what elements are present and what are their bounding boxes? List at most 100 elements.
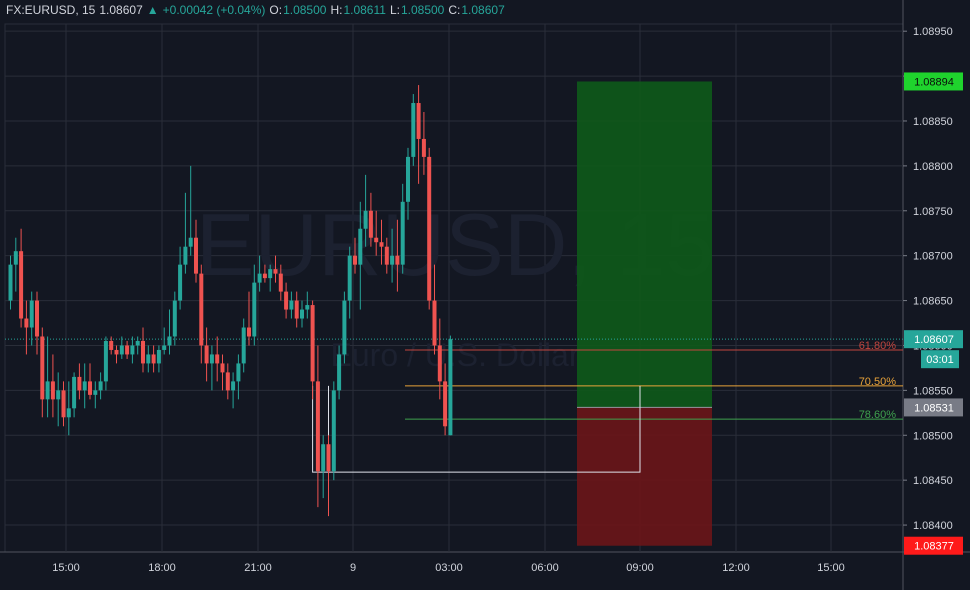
y-tick-label: 1.08550 [913, 385, 953, 397]
symbol-label[interactable]: FX:EURUSD, 15 [6, 3, 96, 17]
candle-body [236, 363, 241, 382]
candle-body [35, 300, 39, 337]
candle-down [315, 345, 320, 508]
candle-body [278, 273, 283, 292]
close-value: 1.08607 [461, 3, 505, 17]
candle-body [427, 156, 432, 301]
candle-down [427, 147, 432, 310]
candle-body [416, 103, 421, 139]
candle-body [125, 345, 130, 355]
watermark-subtitle: Euro / U.S. Dollar [331, 337, 580, 373]
candle-up [98, 372, 103, 400]
fib-level-label: 70.50% [859, 376, 897, 388]
candle-down [432, 264, 437, 355]
candle-body [337, 354, 342, 391]
candle-down [215, 336, 220, 382]
candle-down [294, 291, 299, 328]
range-box-drawing [312, 385, 641, 473]
candle-body [448, 339, 453, 436]
candle-up [347, 246, 352, 319]
candle-down [368, 192, 373, 247]
candle-up [119, 336, 124, 359]
candle-body [331, 390, 336, 472]
candle-body [72, 376, 77, 409]
y-tick-label: 1.08650 [913, 296, 953, 308]
candle-body [443, 381, 448, 427]
candle-up [178, 246, 183, 310]
candle-down [421, 112, 426, 175]
stop-price-badge: 1.08377 [914, 541, 954, 553]
candle-down [35, 291, 39, 355]
candle-down [374, 210, 379, 256]
candle-body [183, 246, 188, 265]
candle-body [135, 340, 140, 346]
candle-up [13, 237, 18, 292]
candle-body [146, 354, 151, 364]
candle-down [225, 363, 230, 400]
candle-body [273, 269, 278, 274]
candle-body [353, 255, 357, 265]
candle-body [93, 390, 98, 395]
candle-up [236, 354, 241, 400]
candle-body [390, 255, 395, 265]
candle-up [342, 291, 347, 364]
candle-down [353, 237, 357, 274]
candle-up [29, 291, 34, 346]
candle-body [437, 345, 442, 382]
candle-down [19, 228, 24, 328]
candle-body [88, 381, 92, 395]
candle-body [114, 349, 119, 355]
candle-up [172, 291, 177, 346]
fib-level-label: 78.60% [859, 409, 897, 421]
candle-body [231, 381, 236, 391]
candle-body [225, 372, 230, 391]
candle-down [114, 345, 119, 364]
candle-down [310, 300, 315, 400]
x-tick-label: 21:00 [244, 562, 272, 574]
candle-body [252, 282, 257, 337]
candle-body [215, 354, 220, 364]
candle-body [363, 210, 368, 229]
candle-body [289, 300, 294, 310]
candle-up [72, 372, 77, 418]
candle-body [384, 246, 389, 265]
candle-body [284, 291, 289, 310]
candle-up [363, 174, 368, 247]
candle-down [199, 264, 204, 364]
countdown-badge: 03:01 [926, 354, 954, 366]
candle-body [119, 345, 124, 355]
candle-down [395, 219, 400, 292]
candle-down [384, 237, 389, 274]
target-price-badge-bg [904, 72, 963, 91]
stop-price-badge-bg [904, 536, 963, 555]
x-tick-label: 15:00 [52, 562, 80, 574]
candle-up [66, 381, 71, 436]
candle-body [8, 264, 13, 301]
candle-up [188, 165, 193, 256]
countdown-badge-bg [921, 350, 959, 369]
candle-up [321, 435, 326, 499]
candle-up [162, 327, 167, 355]
y-tick-label: 1.08950 [913, 26, 953, 38]
candle-body [40, 336, 45, 400]
candle-down [204, 327, 209, 382]
candle-body [13, 251, 18, 265]
candle-up [400, 183, 405, 274]
candle-body [19, 251, 24, 319]
x-tick-label: 06:00 [531, 562, 559, 574]
candle-up [406, 147, 410, 220]
candle-up [8, 255, 13, 310]
fib-level-label: 61.80% [859, 340, 897, 352]
candle-up [331, 381, 336, 481]
candle-down [151, 345, 156, 373]
candle-up [45, 336, 50, 418]
low-value: 1.08500 [400, 3, 445, 17]
candle-body [188, 237, 193, 247]
candle-body [294, 300, 299, 319]
candle-up [241, 318, 246, 373]
profit-zone [577, 81, 712, 408]
y-tick-label: 1.08400 [913, 520, 953, 532]
candle-body [82, 381, 87, 391]
